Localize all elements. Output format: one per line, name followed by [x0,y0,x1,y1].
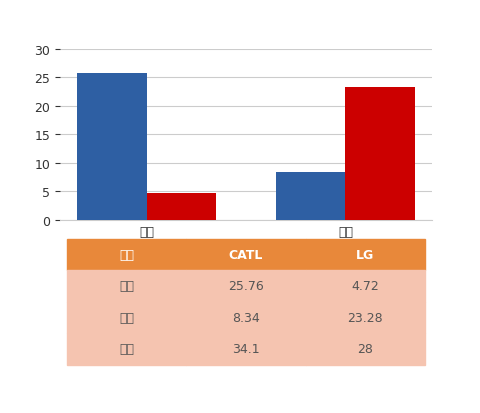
Text: 分项: 分项 [120,248,134,261]
Text: 总量: 总量 [120,343,134,356]
Bar [346,88,415,220]
Bar [67,239,186,271]
Legend: CATL, LG: CATL, LG [195,245,297,262]
Text: 欧美: 欧美 [120,311,134,324]
Bar [67,333,186,365]
Text: CATL: CATL [229,248,263,261]
Bar [77,74,146,220]
Bar [67,271,186,302]
Bar [186,333,306,365]
Text: 34.1: 34.1 [232,343,260,356]
Bar [305,239,424,271]
Bar [146,193,216,220]
Text: 25.76: 25.76 [228,280,264,293]
Text: 中国: 中国 [120,280,134,293]
Bar [186,271,306,302]
Text: 4.72: 4.72 [351,280,379,293]
Bar [305,333,424,365]
Bar [186,302,306,333]
Bar [305,271,424,302]
Text: 8.34: 8.34 [232,311,260,324]
Text: LG: LG [356,248,374,261]
Bar [186,239,306,271]
Bar [67,302,186,333]
Text: 28: 28 [357,343,373,356]
Text: 23.28: 23.28 [347,311,383,324]
Bar [305,302,424,333]
Bar [276,173,346,220]
